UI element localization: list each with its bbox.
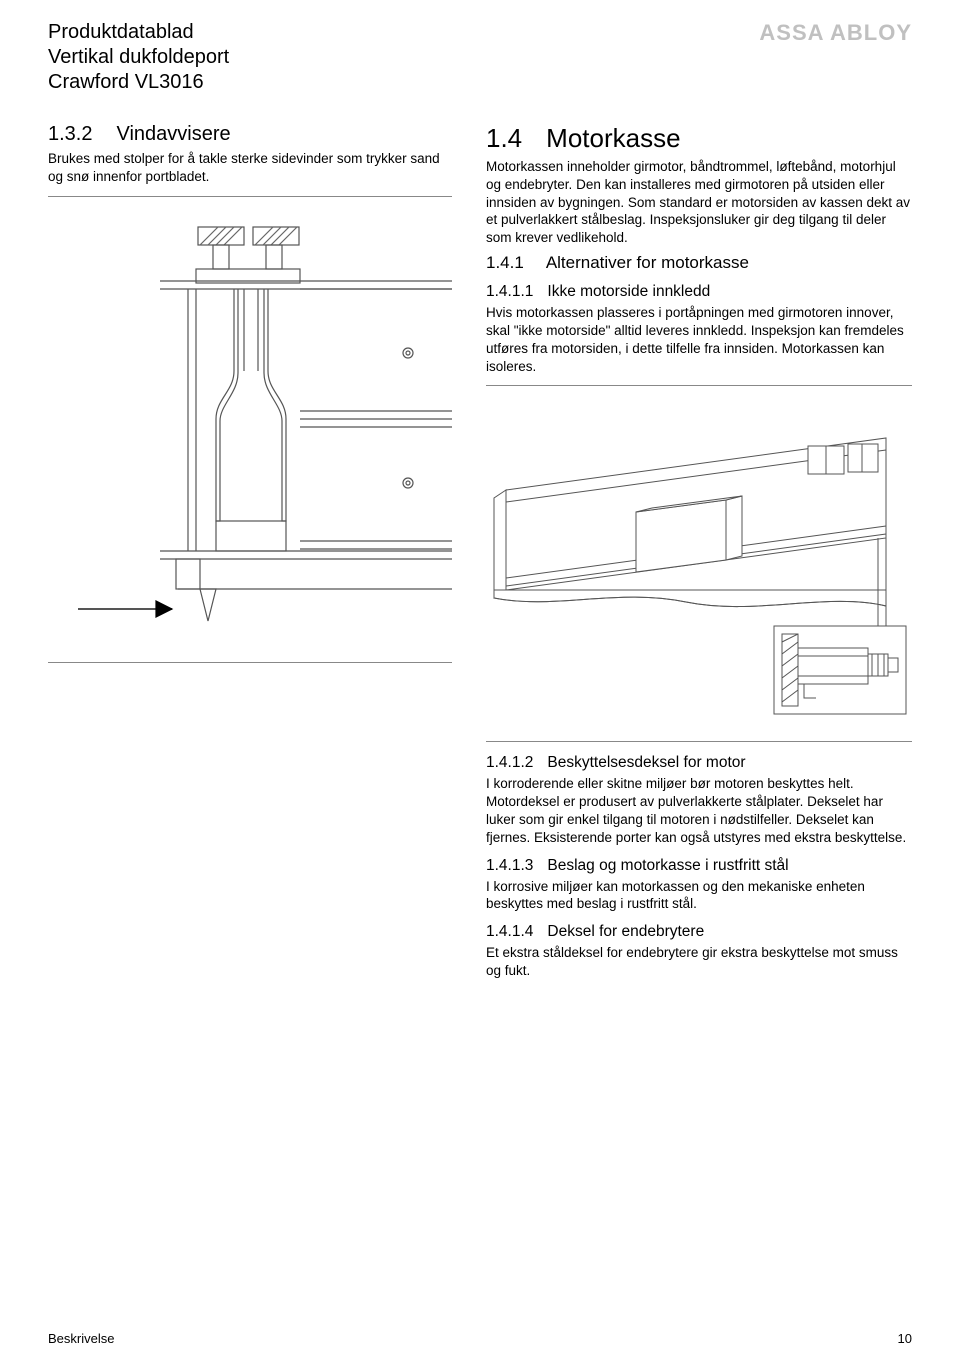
section-1-3-2-body: Brukes med stolper for å takle sterke si… <box>48 150 452 186</box>
section-1-4-body: Motorkassen inneholder girmotor, båndtro… <box>486 158 912 247</box>
section-title: Motorkasse <box>546 123 680 154</box>
brand-logo: ASSA ABLOY <box>759 20 912 46</box>
page-footer: Beskrivelse 10 <box>48 1331 912 1346</box>
section-1-4-1-heading: 1.4.1 Alternativer for motorkasse <box>486 253 912 273</box>
divider <box>48 662 452 663</box>
divider <box>48 196 452 197</box>
content-columns: 1.3.2 Vindavvisere Brukes med stolper fo… <box>48 123 912 986</box>
page-header: Produktdatablad Vertikal dukfoldeport Cr… <box>48 20 912 95</box>
divider <box>486 741 912 742</box>
section-1-4-1-2-heading: 1.4.1.2 Beskyttelsesdeksel for motor <box>486 754 912 772</box>
left-column: 1.3.2 Vindavvisere Brukes med stolper fo… <box>48 123 452 986</box>
section-title: Deksel for endebrytere <box>547 923 704 941</box>
section-number: 1.3.2 <box>48 123 92 146</box>
section-1-4-1-1-body: Hvis motorkassen plasseres i portåpninge… <box>486 304 912 375</box>
footer-section-label: Beskrivelse <box>48 1331 114 1346</box>
motor-casing-diagram <box>486 410 912 720</box>
section-1-4-1-4-body: Et ekstra ståldeksel for endebrytere gir… <box>486 944 912 980</box>
divider <box>486 385 912 386</box>
section-1-4-heading: 1.4 Motorkasse <box>486 123 912 154</box>
doc-title-line3: Crawford VL3016 <box>48 70 229 95</box>
doc-title-block: Produktdatablad Vertikal dukfoldeport Cr… <box>48 20 229 95</box>
section-1-4-1-2-body: I korroderende eller skitne miljøer bør … <box>486 775 912 846</box>
doc-title-line1: Produktdatablad <box>48 20 229 45</box>
doc-title-line2: Vertikal dukfoldeport <box>48 45 229 70</box>
section-title: Ikke motorside innkledd <box>547 283 710 301</box>
section-number: 1.4 <box>486 123 522 154</box>
page-number: 10 <box>898 1331 912 1346</box>
section-1-4-1-4-heading: 1.4.1.4 Deksel for endebrytere <box>486 923 912 941</box>
section-1-4-1-3-body: I korrosive miljøer kan motorkassen og d… <box>486 878 912 914</box>
section-number: 1.4.1.2 <box>486 754 533 772</box>
section-number: 1.4.1.1 <box>486 283 533 301</box>
section-title: Beskyttelsesdeksel for motor <box>547 754 745 772</box>
wind-deflector-diagram <box>48 221 452 641</box>
section-1-3-2-heading: 1.3.2 Vindavvisere <box>48 123 452 146</box>
section-1-4-1-3-heading: 1.4.1.3 Beslag og motorkasse i rustfritt… <box>486 857 912 875</box>
section-title: Vindavvisere <box>116 123 230 146</box>
section-1-4-1-1-heading: 1.4.1.1 Ikke motorside innkledd <box>486 283 912 301</box>
section-number: 1.4.1.3 <box>486 857 533 875</box>
section-title: Alternativer for motorkasse <box>546 253 749 273</box>
section-number: 1.4.1.4 <box>486 923 533 941</box>
right-column: 1.4 Motorkasse Motorkassen inneholder gi… <box>486 123 912 986</box>
section-title: Beslag og motorkasse i rustfritt stål <box>547 857 788 875</box>
section-number: 1.4.1 <box>486 253 524 273</box>
